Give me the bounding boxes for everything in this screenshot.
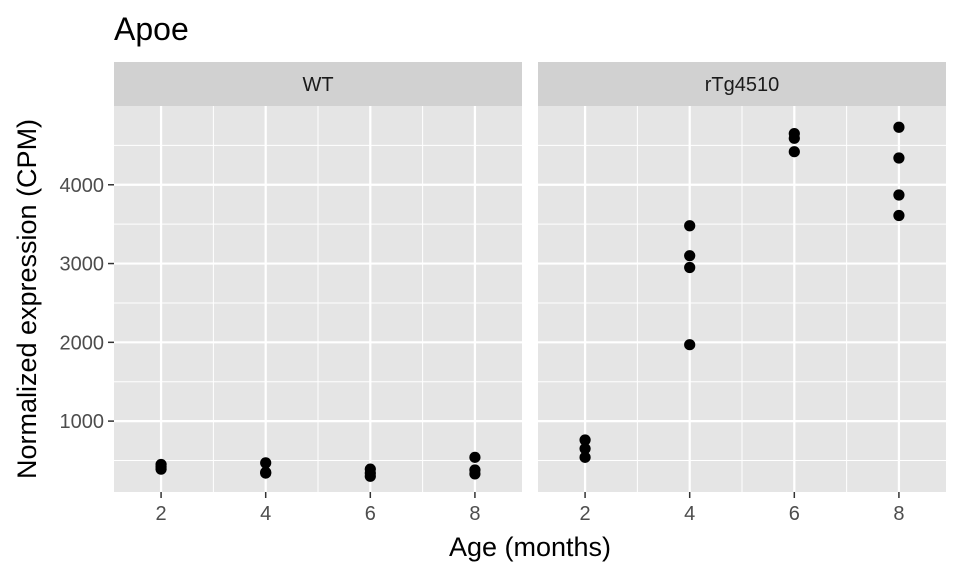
facet-panel-rtg4510: rTg4510: [538, 62, 946, 492]
data-point-rtg4510-4: [684, 250, 696, 262]
data-point-rtg4510-9: [788, 146, 800, 158]
x-axis: 2 4 6 8 2 4 6 8: [156, 492, 904, 525]
y-tick-label: 3000: [60, 254, 105, 276]
x-tick-label: 4: [684, 503, 695, 525]
x-tick-label: 8: [893, 503, 904, 525]
facet-label-wt: WT: [302, 74, 333, 96]
data-point-wt-8: [364, 470, 376, 482]
x-tick-label: 2: [156, 503, 167, 525]
facet-panel-wt: WT: [114, 62, 522, 492]
data-point-rtg4510-1: [579, 443, 591, 455]
data-point-rtg4510-0: [579, 434, 591, 446]
x-axis-title: Age (months): [449, 532, 611, 562]
y-tick-label: 1000: [60, 411, 105, 433]
data-point-wt-5: [260, 467, 272, 479]
chart-title: Apoe: [114, 11, 189, 47]
y-axis: 1000 2000 3000 4000: [60, 175, 114, 433]
data-point-rtg4510-10: [893, 121, 905, 133]
y-tick-label: 4000: [60, 175, 105, 197]
y-tick-label: 2000: [60, 332, 105, 354]
data-point-rtg4510-13: [893, 209, 905, 222]
data-point-rtg4510-3: [684, 220, 696, 232]
data-point-wt-11: [469, 468, 481, 480]
facet-label-rtg4510: rTg4510: [705, 74, 780, 96]
x-tick-label: 6: [789, 503, 800, 525]
data-point-rtg4510-12: [893, 189, 905, 201]
data-point-rtg4510-2: [579, 451, 591, 463]
data-point-wt-9: [469, 451, 481, 463]
y-axis-title: Normalized expression (CPM): [12, 119, 42, 479]
data-point-rtg4510-6: [684, 339, 696, 351]
x-tick-label: 8: [469, 503, 480, 525]
x-tick-label: 4: [260, 503, 271, 525]
facet-strip-rtg4510: [538, 62, 946, 106]
facet-strip-wt: [114, 62, 522, 106]
x-tick-label: 2: [580, 503, 591, 525]
data-point-rtg4510-8: [788, 132, 800, 144]
data-point-rtg4510-11: [893, 152, 905, 164]
data-point-wt-3: [260, 457, 272, 469]
data-point-rtg4510-5: [684, 261, 696, 274]
data-point-wt-2: [155, 463, 167, 475]
x-tick-label: 6: [365, 503, 376, 525]
